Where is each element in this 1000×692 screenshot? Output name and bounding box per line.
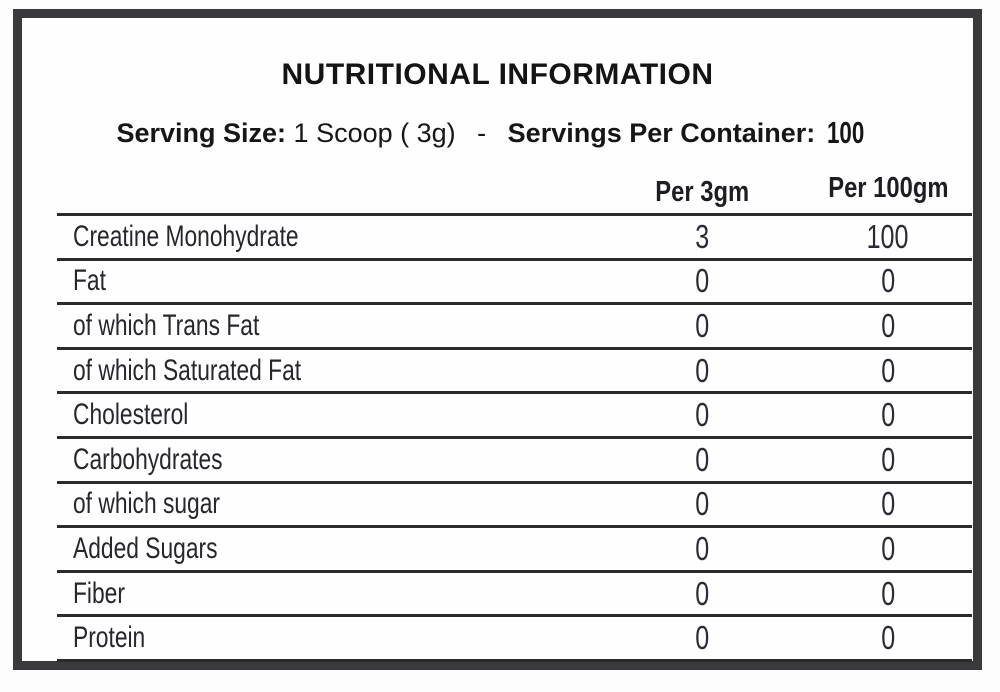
- nutrient-name: of which Saturated Fat: [73, 353, 302, 387]
- serving-info-line: Serving Size: 1 Scoop ( 3g) - Servings P…: [22, 115, 973, 151]
- table-row: of which Trans Fat 0 0: [57, 305, 972, 350]
- table-row: of which sugar 0 0: [57, 484, 972, 529]
- value-per-100gm: 0: [881, 619, 895, 657]
- nutrient-name: Creatine Monohydrate: [73, 219, 299, 253]
- nutrient-name: of which Trans Fat: [73, 308, 260, 342]
- nutrient-name: Carbohydrates: [73, 442, 223, 476]
- column-header-per-3gm-text: Per 3gm: [655, 176, 749, 208]
- table-row: Added Sugars 0 0: [57, 528, 972, 573]
- value-per-3gm: 3: [695, 217, 709, 255]
- label-title: NUTRITIONAL INFORMATION: [281, 58, 714, 91]
- value-per-100gm: 0: [881, 440, 895, 478]
- column-header-per-100gm: Per 100gm: [804, 172, 972, 205]
- nutrition-table-header: Per 3gm Per 100gm: [57, 166, 972, 216]
- value-per-3gm: 0: [695, 396, 709, 434]
- servings-per-container-label: Servings Per Container:: [507, 118, 816, 148]
- nutrient-name: Fat: [73, 264, 106, 298]
- value-per-3gm: 0: [695, 485, 709, 523]
- value-per-3gm: 0: [695, 574, 709, 612]
- table-row: Creatine Monohydrate 3 100: [57, 216, 972, 261]
- value-per-3gm: 0: [695, 306, 709, 344]
- nutrition-table: Per 3gm Per 100gm Creatine Monohydrate 3…: [57, 166, 972, 662]
- value-per-100gm: 100: [867, 217, 909, 255]
- nutrient-name: Added Sugars: [73, 531, 218, 565]
- value-per-3gm: 0: [695, 440, 709, 478]
- nutrient-name: Protein: [73, 621, 146, 655]
- column-header-per-3gm: Per 3gm: [600, 176, 804, 209]
- value-per-3gm: 0: [695, 529, 709, 567]
- value-per-100gm: 0: [881, 396, 895, 434]
- value-per-100gm: 0: [881, 574, 895, 612]
- nutrient-name: Fiber: [73, 576, 125, 610]
- value-per-3gm: 0: [695, 619, 709, 657]
- value-per-100gm: 0: [881, 529, 895, 567]
- column-header-per-100gm-text: Per 100gm: [827, 172, 949, 204]
- value-per-3gm: 0: [695, 351, 709, 389]
- table-row: Cholesterol 0 0: [57, 394, 972, 439]
- table-row: Fiber 0 0: [57, 573, 972, 618]
- value-per-100gm: 0: [881, 306, 895, 344]
- serving-size-label: Serving Size:: [116, 118, 287, 148]
- label-border-frame: NUTRITIONAL INFORMATION Serving Size: 1 …: [13, 9, 982, 670]
- value-per-100gm: 0: [881, 262, 895, 300]
- nutrient-name: of which sugar: [73, 487, 221, 521]
- nutrition-table-body: Creatine Monohydrate 3 100 Fat 0 0 of wh…: [57, 216, 972, 662]
- serving-size-value: 1 Scoop ( 3g): [293, 118, 456, 148]
- table-row: of which Saturated Fat 0 0: [57, 350, 972, 395]
- servings-per-container-value: 100: [826, 115, 865, 150]
- nutrient-name: Cholesterol: [73, 398, 189, 432]
- value-per-3gm: 0: [695, 262, 709, 300]
- table-row: Carbohydrates 0 0: [57, 439, 972, 484]
- value-per-100gm: 0: [881, 485, 895, 523]
- table-row: Protein 0 0: [57, 617, 972, 662]
- value-per-100gm: 0: [881, 351, 895, 389]
- serving-separator: -: [477, 118, 487, 148]
- table-row: Fat 0 0: [57, 261, 972, 306]
